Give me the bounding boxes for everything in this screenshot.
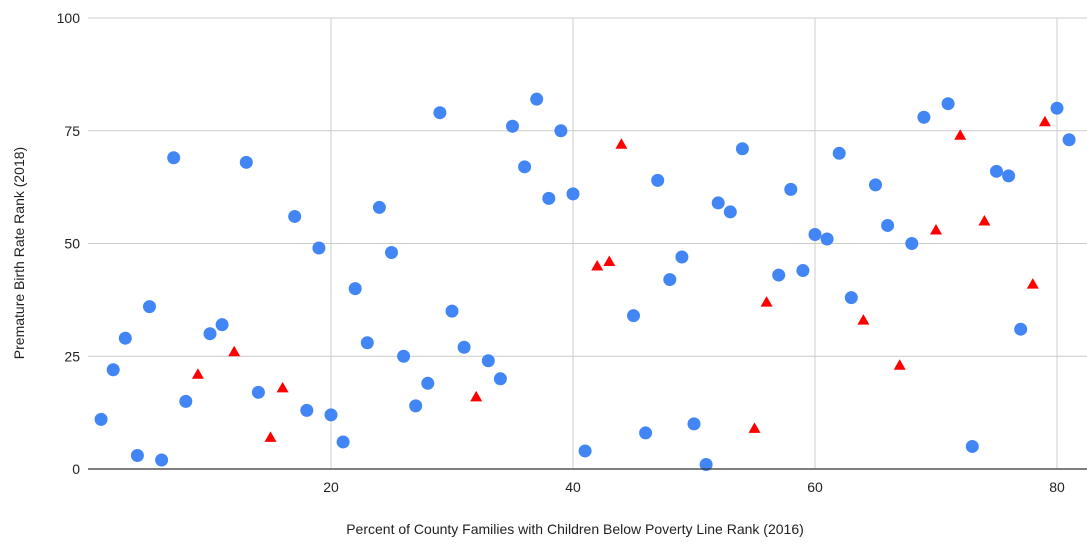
data-point-triangle xyxy=(191,368,204,379)
data-point-triangle xyxy=(228,345,241,357)
data-point-circle xyxy=(433,106,447,120)
y-tick-label: 25 xyxy=(64,348,80,364)
data-point-circle xyxy=(409,399,423,413)
data-point-circle xyxy=(251,385,265,399)
x-axis-title: Percent of County Families with Children… xyxy=(346,521,804,537)
data-point-circle xyxy=(312,241,326,255)
data-point-circle xyxy=(687,417,701,431)
data-point-circle xyxy=(808,227,822,241)
data-point-circle xyxy=(518,160,532,174)
data-point-circle xyxy=(203,327,217,341)
data-point-circle xyxy=(554,124,568,138)
x-tick-label: 40 xyxy=(565,479,581,495)
data-point-circle xyxy=(711,196,725,210)
data-point-circle xyxy=(965,439,979,453)
data-point-circle xyxy=(784,182,798,196)
data-point-triangle xyxy=(470,390,483,402)
data-point-circle xyxy=(348,282,362,296)
y-tick-label: 75 xyxy=(64,123,80,139)
data-point-circle xyxy=(844,291,858,305)
data-point-triangle xyxy=(857,314,870,325)
data-point-circle xyxy=(118,331,132,345)
data-point-circle xyxy=(239,155,253,169)
data-point-triangle xyxy=(930,223,942,235)
data-point-circle xyxy=(542,191,556,205)
data-point-circle xyxy=(130,448,144,462)
data-point-triangle xyxy=(264,431,277,442)
data-point-triangle xyxy=(276,381,289,393)
data-point-circle xyxy=(1014,322,1028,336)
gridlines xyxy=(88,17,1087,469)
data-point-circle xyxy=(397,349,411,363)
y-tick-label: 100 xyxy=(57,10,81,26)
x-tick-label: 80 xyxy=(1049,479,1065,495)
data-point-circle xyxy=(881,218,895,232)
data-point-circle xyxy=(917,110,931,124)
data-point-circle xyxy=(179,394,193,408)
data-point-circle xyxy=(820,232,834,246)
data-point-circle xyxy=(1002,169,1016,183)
data-point-circle xyxy=(300,403,314,417)
data-point-circle xyxy=(481,354,495,368)
x-tick-label: 60 xyxy=(807,479,823,495)
data-point-circle xyxy=(990,164,1003,178)
data-point-circle xyxy=(735,142,749,156)
data-point-circle xyxy=(578,444,592,458)
y-tick-label: 50 xyxy=(64,236,80,252)
tick-labels: 0 25 50 75 100 20 40 60 80 xyxy=(57,10,1065,495)
data-point-triangle xyxy=(954,129,967,140)
data-point-circle xyxy=(772,268,786,282)
data-point-circle xyxy=(215,318,229,332)
data-point-circle xyxy=(106,363,120,377)
data-point-circle xyxy=(1050,101,1064,115)
data-point-circle xyxy=(675,250,689,264)
data-point-circle xyxy=(493,372,507,386)
data-point-circle xyxy=(651,173,665,187)
data-point-circle xyxy=(324,408,338,422)
data-point-circle xyxy=(639,426,653,440)
data-point-triangle xyxy=(1038,115,1051,127)
data-point-circle xyxy=(723,205,737,219)
data-point-circle xyxy=(457,340,471,354)
data-point-circle xyxy=(372,200,386,214)
data-point-circle xyxy=(143,300,156,314)
data-point-circle xyxy=(336,435,350,449)
data-point-circle xyxy=(905,237,919,250)
data-point-circle xyxy=(1062,133,1076,147)
data-point-triangle xyxy=(591,260,604,271)
data-point-circle xyxy=(699,457,713,471)
data-point-circle xyxy=(506,119,519,133)
data-point-circle xyxy=(663,273,677,287)
data-points xyxy=(94,92,1076,471)
data-point-circle xyxy=(94,412,108,426)
data-point-circle xyxy=(288,209,302,223)
data-point-circle xyxy=(385,246,398,260)
data-point-circle xyxy=(155,453,169,467)
data-point-triangle xyxy=(603,255,616,267)
x-tick-label: 20 xyxy=(323,479,339,495)
data-point-circle xyxy=(566,187,580,201)
data-point-circle xyxy=(360,336,374,350)
data-point-triangle xyxy=(760,296,773,307)
data-point-triangle xyxy=(748,422,761,433)
data-point-triangle xyxy=(893,359,906,370)
data-point-circle xyxy=(941,97,955,111)
data-point-circle xyxy=(869,178,882,192)
data-point-circle xyxy=(167,151,181,165)
data-point-circle xyxy=(627,309,640,323)
data-point-circle xyxy=(530,92,544,106)
y-tick-label: 0 xyxy=(72,461,80,477)
data-point-triangle xyxy=(978,214,991,226)
data-point-triangle xyxy=(1026,278,1039,289)
data-point-triangle xyxy=(615,138,628,149)
data-point-circle xyxy=(445,304,459,318)
data-point-circle xyxy=(796,264,810,278)
data-point-circle xyxy=(421,376,435,390)
data-point-circle xyxy=(832,146,846,160)
y-axis-title: Premature Birth Rate Rank (2018) xyxy=(11,147,27,359)
